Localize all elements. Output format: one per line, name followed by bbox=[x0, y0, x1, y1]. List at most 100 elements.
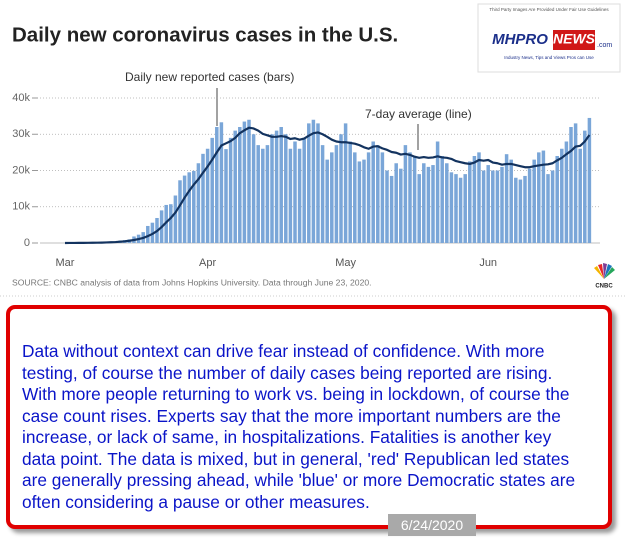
bar bbox=[362, 159, 366, 243]
bar bbox=[316, 123, 320, 243]
y-tick-label: 20k bbox=[12, 164, 30, 176]
bar bbox=[555, 156, 559, 243]
commentary-line: data point. The data is mixed, but in ge… bbox=[22, 448, 570, 469]
bar bbox=[182, 175, 187, 243]
bar bbox=[486, 165, 490, 243]
bar bbox=[408, 152, 412, 243]
bar bbox=[426, 166, 431, 243]
bar bbox=[527, 168, 532, 243]
bar bbox=[468, 161, 472, 243]
bar bbox=[504, 154, 509, 243]
bar bbox=[288, 148, 293, 243]
bar bbox=[320, 145, 325, 243]
bar bbox=[192, 170, 196, 243]
logo-suffix: .com bbox=[597, 42, 612, 49]
logo-feather bbox=[594, 266, 604, 279]
bar bbox=[440, 156, 444, 243]
logo-badge bbox=[553, 30, 595, 50]
commentary-line: often considering a pause or other measu… bbox=[22, 491, 370, 512]
logo-text: CNBC bbox=[595, 284, 613, 290]
bar bbox=[399, 168, 403, 243]
logo-brand: MHPRO bbox=[492, 31, 548, 48]
bar bbox=[178, 180, 182, 243]
commentary-line: testing, of course the number of daily c… bbox=[22, 362, 553, 383]
commentary-line: With more people returning to work vs. b… bbox=[22, 384, 570, 404]
x-tick-label: Jun bbox=[479, 257, 497, 269]
bar bbox=[146, 225, 150, 243]
bar bbox=[325, 159, 329, 243]
chart-title: Daily new coronavirus cases in the U.S. bbox=[12, 23, 398, 46]
logo-feather bbox=[603, 263, 607, 279]
x-tick-label: Apr bbox=[199, 257, 216, 269]
commentary-line: Data without context can drive fear inst… bbox=[22, 341, 545, 361]
bar bbox=[343, 123, 348, 243]
bar bbox=[187, 172, 191, 243]
logo-tagline: Industry News, Tips and Views Pros can U… bbox=[504, 55, 594, 60]
bar bbox=[458, 177, 463, 243]
logo-feather bbox=[598, 264, 604, 279]
bar bbox=[224, 149, 228, 243]
bar bbox=[247, 119, 251, 243]
commentary-line: are generally pressing ahead, while 'blu… bbox=[22, 470, 576, 490]
bar bbox=[532, 159, 536, 243]
logo-feather bbox=[604, 267, 615, 279]
bar bbox=[560, 148, 564, 243]
bar bbox=[233, 130, 237, 243]
bar bbox=[201, 153, 205, 243]
bar bbox=[376, 145, 380, 243]
bar bbox=[578, 148, 582, 243]
bar bbox=[445, 163, 449, 243]
bar bbox=[302, 137, 306, 243]
chart: Daily new coronavirus cases in the U.S. … bbox=[0, 3, 625, 297]
bar bbox=[265, 145, 270, 243]
logo-brand: NEWS bbox=[553, 31, 596, 47]
bar bbox=[353, 152, 357, 243]
bar bbox=[495, 170, 500, 243]
bar bbox=[357, 161, 362, 243]
bar bbox=[587, 117, 592, 243]
bar bbox=[279, 127, 283, 243]
annotation: Daily new reported cases (bars) bbox=[125, 70, 294, 84]
logo: Third Party Images Are Provided Under Fa… bbox=[477, 3, 621, 73]
bar bbox=[431, 165, 435, 243]
logo-frame bbox=[477, 3, 621, 73]
bar bbox=[541, 150, 546, 243]
bar bbox=[228, 137, 233, 243]
bar bbox=[454, 174, 458, 243]
bar bbox=[573, 123, 578, 243]
date-label: 6/24/2020 bbox=[388, 514, 476, 536]
commentary-line: increase, or lack of same, in hospitaliz… bbox=[22, 427, 552, 447]
bar bbox=[270, 134, 274, 243]
bar bbox=[514, 177, 518, 243]
x-tick-label: May bbox=[335, 257, 356, 269]
logo-feather bbox=[604, 264, 612, 279]
bar bbox=[164, 204, 168, 243]
bar bbox=[569, 127, 573, 243]
bar bbox=[412, 156, 417, 243]
bar bbox=[366, 152, 371, 243]
bar bbox=[274, 130, 279, 243]
bar bbox=[251, 134, 256, 243]
bar bbox=[261, 148, 265, 243]
logo-notice: Third Party Images Are Provided Under Fa… bbox=[489, 7, 609, 12]
bar bbox=[564, 141, 569, 243]
source: SOURCE: CNBC analysis of data from Johns… bbox=[12, 277, 372, 287]
bar bbox=[238, 127, 242, 243]
bar bbox=[500, 166, 504, 243]
bar bbox=[435, 141, 440, 243]
bar bbox=[449, 172, 454, 243]
bar bbox=[205, 148, 210, 243]
bar bbox=[583, 130, 587, 243]
bar bbox=[477, 152, 481, 243]
bar bbox=[311, 119, 316, 243]
bar bbox=[348, 141, 352, 243]
bar bbox=[219, 122, 224, 243]
bar bbox=[472, 156, 477, 243]
bar bbox=[339, 134, 343, 243]
bar bbox=[173, 195, 178, 243]
bar bbox=[481, 170, 486, 243]
bar bbox=[389, 175, 394, 243]
bar bbox=[394, 163, 398, 243]
bar bbox=[242, 121, 247, 243]
